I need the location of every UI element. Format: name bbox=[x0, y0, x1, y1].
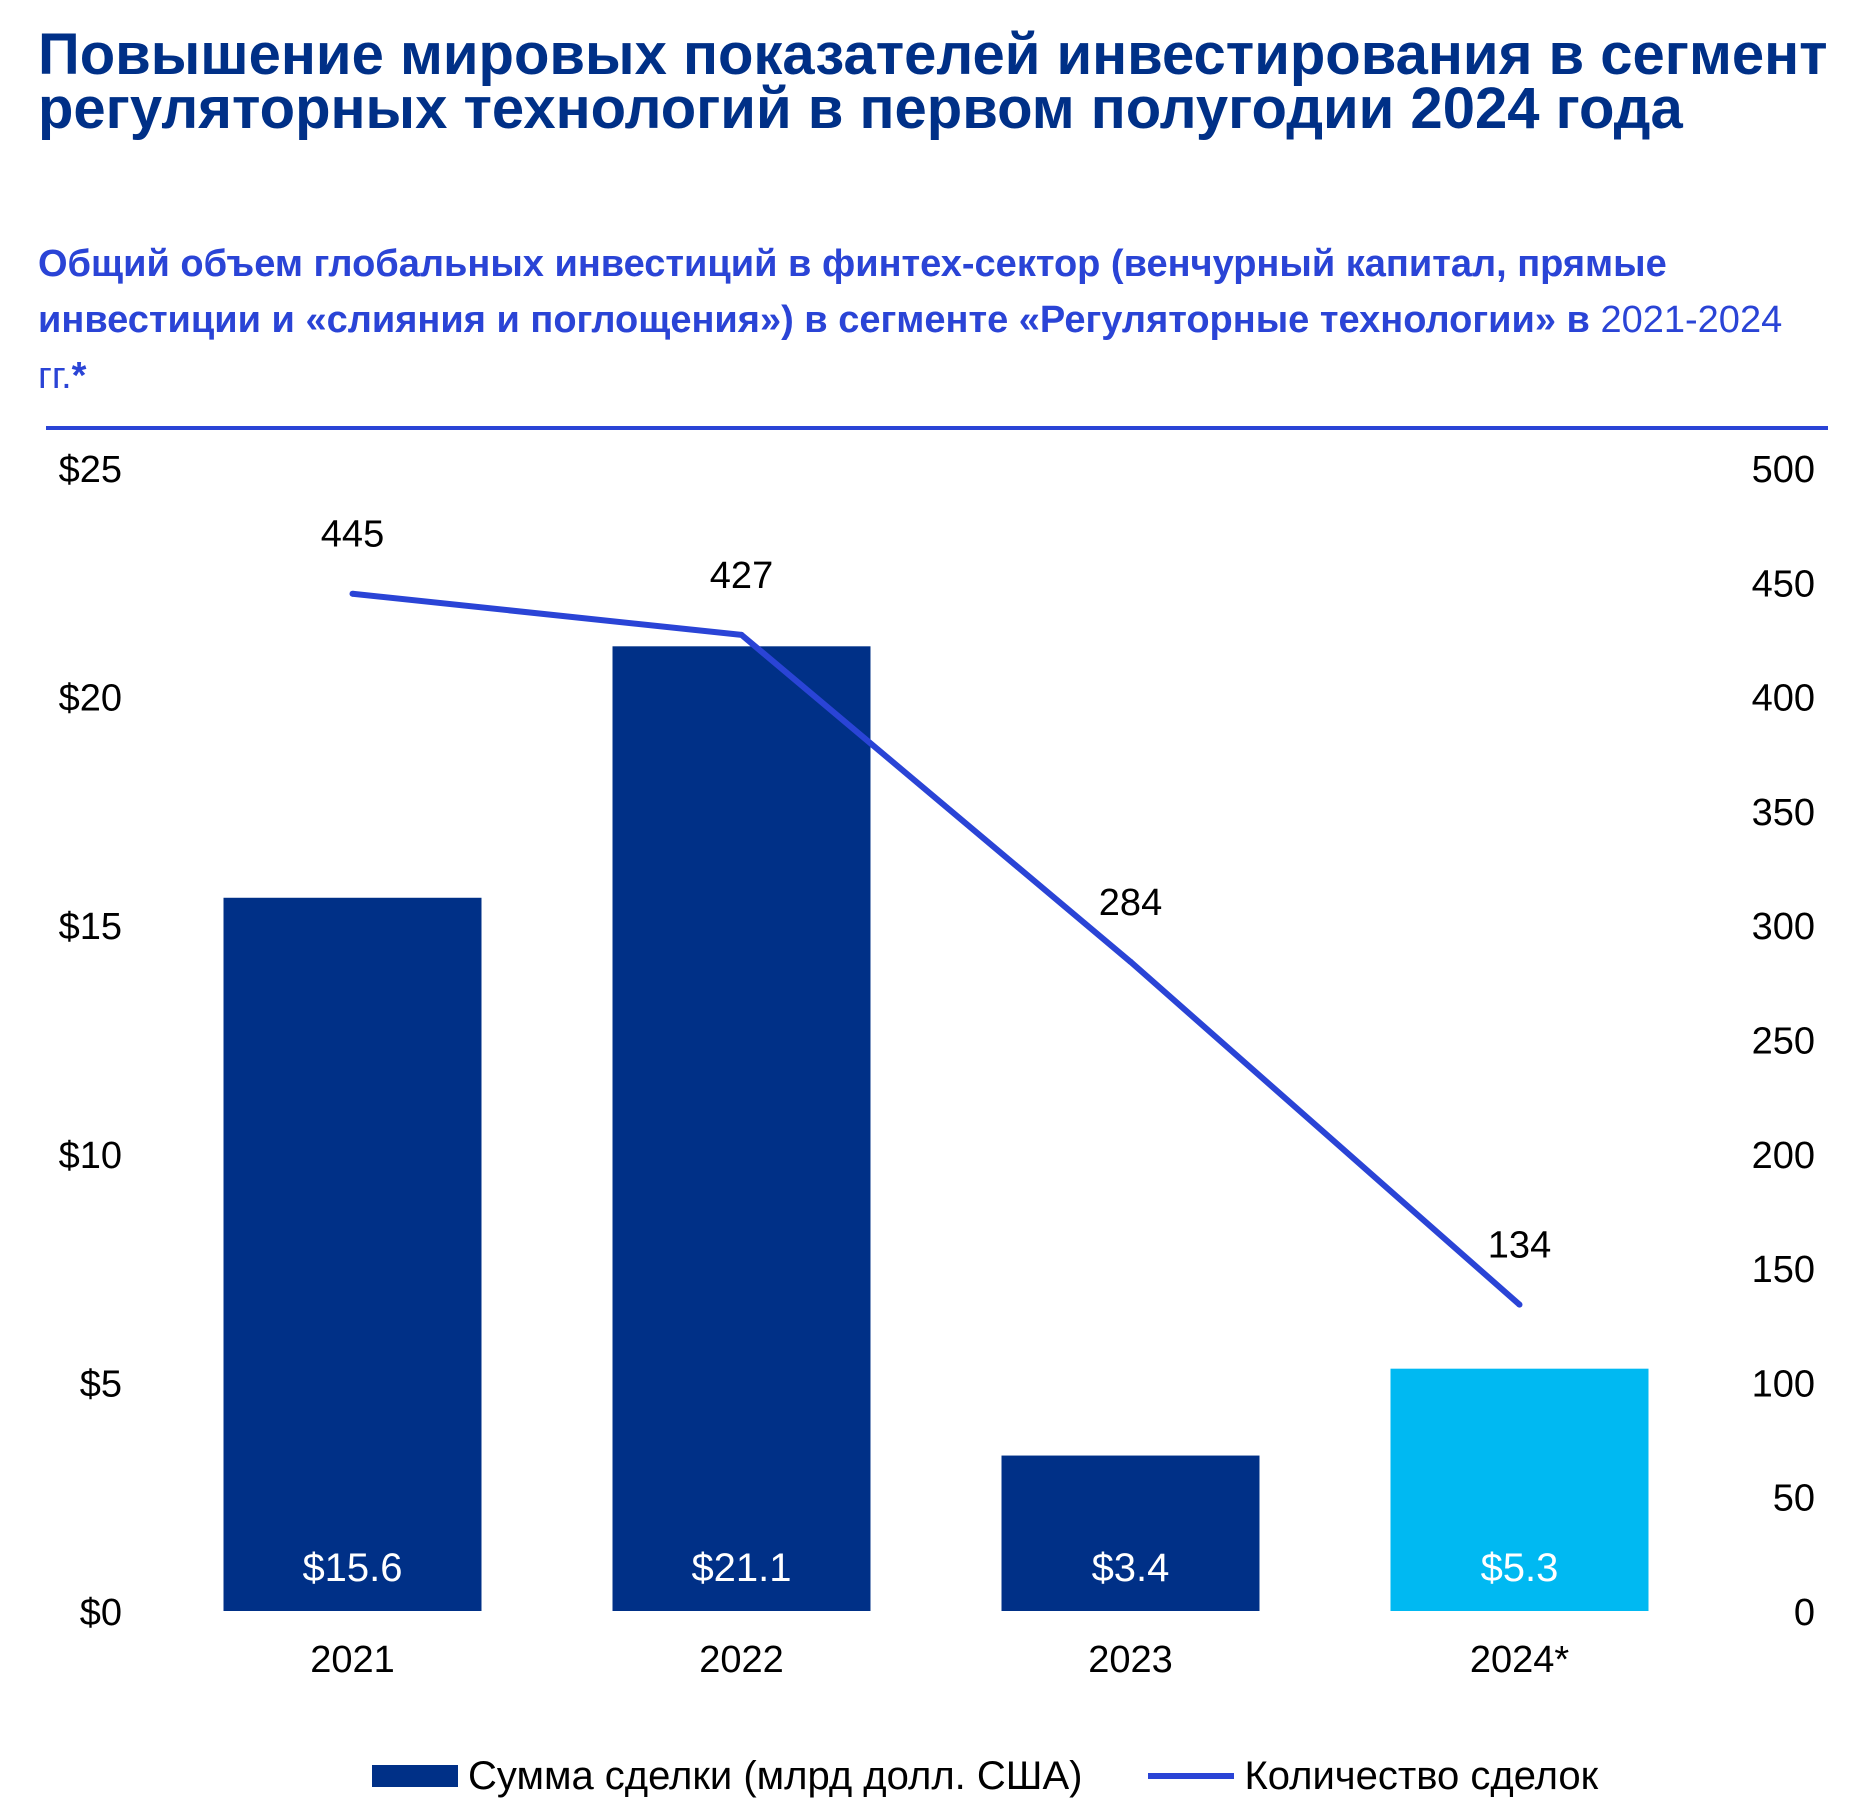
chart-legend: Сумма сделки (млрд долл. США) Количество… bbox=[372, 1748, 1664, 1804]
y-left-tick-label: $20 bbox=[59, 678, 122, 720]
line-point bbox=[1516, 1301, 1523, 1308]
y-right-tick-label: 50 bbox=[1773, 1478, 1815, 1520]
subtitle-text: Общий объем глобальных инвестиций в финт… bbox=[38, 243, 1667, 341]
bar bbox=[612, 646, 871, 1611]
y-right-tick-label: 400 bbox=[1752, 678, 1815, 720]
legend-swatch-bar bbox=[372, 1765, 458, 1787]
y-left-tick-label: $25 bbox=[59, 449, 122, 491]
y-left-tick-label: $5 bbox=[80, 1363, 122, 1405]
y-left-tick-label: $0 bbox=[80, 1592, 122, 1634]
bar bbox=[223, 897, 482, 1611]
y-right-tick-label: 350 bbox=[1752, 792, 1815, 834]
chart-subtitle: Общий объем глобальных инвестиций в финт… bbox=[38, 236, 1838, 404]
x-tick-label: 2022 bbox=[699, 1639, 784, 1681]
line-point bbox=[1127, 958, 1134, 965]
line-point bbox=[738, 631, 745, 638]
legend-label-deal-count: Количество сделок bbox=[1244, 1753, 1599, 1798]
bar bbox=[1390, 1368, 1649, 1611]
y-right-tick-label: 150 bbox=[1752, 1249, 1815, 1291]
y-left-tick-label: $15 bbox=[59, 906, 122, 948]
x-tick-label: 2023 bbox=[1088, 1639, 1173, 1681]
chart-title: Повышение мировых показателей инвестиров… bbox=[38, 22, 1828, 141]
bar-value-label: $3.4 bbox=[1092, 1546, 1170, 1590]
bar-value-label: $15.6 bbox=[302, 1546, 402, 1590]
legend-swatch-line bbox=[1148, 1773, 1235, 1779]
legend-item-deal-amount: Сумма сделки (млрд долл. США) bbox=[372, 1754, 1082, 1799]
legend-label-deal-amount: Сумма сделки (млрд долл. США) bbox=[468, 1753, 1083, 1798]
y-left-tick-label: $10 bbox=[59, 1135, 122, 1177]
line-point bbox=[349, 590, 356, 597]
x-tick-label: 2021 bbox=[310, 1639, 395, 1681]
subtitle-asterisk: * bbox=[71, 355, 87, 397]
y-right-tick-label: 300 bbox=[1752, 906, 1815, 948]
subtitle-years: 2021-2024 гг. bbox=[38, 299, 1783, 397]
y-right-tick-label: 200 bbox=[1752, 1135, 1815, 1177]
line-value-label: 427 bbox=[710, 555, 773, 597]
deal-count-line bbox=[352, 590, 1522, 1307]
y-right-tick-label: 450 bbox=[1752, 563, 1815, 605]
title-divider bbox=[46, 426, 1828, 430]
y-right-tick-label: 100 bbox=[1752, 1363, 1815, 1405]
x-tick-label: 2024* bbox=[1470, 1639, 1570, 1681]
combo-chart: $0 $5 $10 $15 $20 $25 0 50 100 150 200 250 300 350 400… bbox=[59, 449, 1815, 1681]
bar-value-label: $21.1 bbox=[691, 1546, 791, 1590]
legend-item-deal-count: Количество сделок bbox=[1148, 1754, 1598, 1799]
bar-value-label: $5.3 bbox=[1481, 1546, 1559, 1590]
y-right-tick-label: 0 bbox=[1794, 1592, 1815, 1634]
line-value-label: 445 bbox=[321, 514, 384, 556]
y-right-tick-label: 250 bbox=[1752, 1021, 1815, 1063]
bar bbox=[1001, 1455, 1260, 1611]
line-value-label: 284 bbox=[1099, 882, 1162, 924]
y-right-tick-label: 500 bbox=[1752, 449, 1815, 491]
line-value-label: 134 bbox=[1488, 1225, 1551, 1267]
